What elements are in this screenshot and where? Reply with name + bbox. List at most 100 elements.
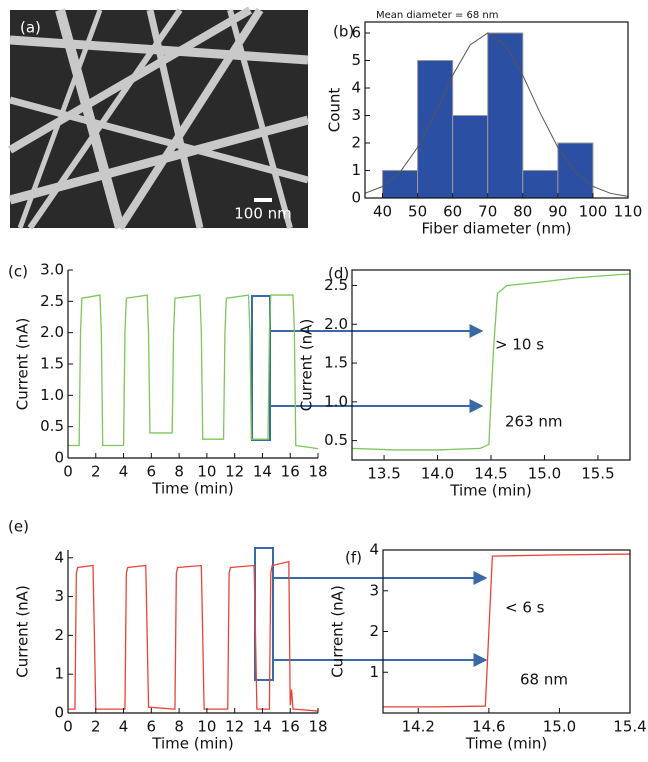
- x-tick-label: 0: [63, 718, 73, 736]
- panel-label: (f): [345, 549, 362, 567]
- x-tick-label: 12: [225, 718, 244, 736]
- y-tick-label: 2.0: [40, 323, 64, 341]
- bar: [557, 142, 594, 199]
- bar: [417, 60, 454, 199]
- y-tick-label: 1: [54, 665, 64, 683]
- y-tick-label: 2.5: [324, 276, 348, 294]
- y-tick-label: 0: [54, 704, 64, 722]
- x-tick-label: 18: [308, 718, 327, 736]
- y-tick-label: 4: [54, 548, 64, 566]
- plot-frame: [382, 549, 631, 714]
- x-tick-label: 15.5: [581, 465, 614, 483]
- y-tick-label: 2.0: [324, 315, 348, 333]
- line: [383, 553, 631, 708]
- x-tick-label: 2: [91, 463, 101, 481]
- y-axis-label: Current (nA): [298, 319, 316, 412]
- y-tick-label: 1.0: [324, 392, 348, 410]
- y-tick-label: 2: [351, 134, 361, 152]
- annotation: 263 nm: [505, 413, 563, 431]
- panel-label: (b): [333, 23, 354, 41]
- x-tick-label: 8: [174, 718, 184, 736]
- x-tick-label: 8: [174, 463, 184, 481]
- x-axis-label: Time (min): [151, 480, 233, 498]
- x-tick-label: 50: [408, 203, 427, 221]
- y-tick-label: 1: [351, 161, 361, 179]
- y-tick-label: 6: [351, 24, 361, 42]
- y-tick-label: 2.5: [40, 292, 64, 310]
- x-tick-label: 14.6: [472, 718, 505, 736]
- x-tick-label: 2: [91, 718, 101, 736]
- y-tick-label: 3: [351, 106, 361, 124]
- x-axis-label: Time (min): [449, 482, 531, 500]
- sem-image: (a) 100 nm: [7, 6, 310, 231]
- x-axis-label: Fiber diameter (nm): [422, 220, 572, 238]
- y-axis-label: Current (nA): [14, 318, 32, 411]
- y-tick-label: 0.5: [40, 417, 64, 435]
- x-tick-label: 18: [308, 463, 327, 481]
- x-tick-label: 14.2: [402, 718, 435, 736]
- x-tick-label: 13.5: [367, 465, 400, 483]
- panel-label: (d): [328, 265, 349, 283]
- fit-curve: [364, 32, 629, 197]
- x-tick-label: 10: [197, 718, 216, 736]
- y-tick-label: 3: [54, 587, 64, 605]
- y-tick-label: 4: [369, 541, 379, 559]
- x-axis-label: Time (min): [465, 735, 547, 753]
- line: [68, 294, 319, 450]
- y-axis-label: Current (nA): [329, 585, 347, 678]
- x-tick-label: 4: [119, 718, 129, 736]
- x-tick-label: 12: [225, 463, 244, 481]
- x-tick-label: 100: [579, 203, 608, 221]
- panel-label: (e): [8, 518, 29, 536]
- x-tick-label: 15.4: [613, 718, 646, 736]
- scale-bar-label: 100 nm: [234, 205, 292, 223]
- x-tick-label: 14: [253, 463, 272, 481]
- annotation: 68 nm: [520, 671, 568, 689]
- x-tick-label: 60: [443, 203, 462, 221]
- y-tick-label: 0.5: [324, 431, 348, 449]
- x-tick-label: 15.0: [543, 718, 576, 736]
- annotation: Mean diameter = 68 nm: [376, 10, 498, 21]
- x-tick-label: 6: [147, 718, 157, 736]
- y-tick-label: 1.5: [324, 354, 348, 372]
- x-tick-label: 40: [373, 203, 392, 221]
- x-tick-label: 0: [63, 463, 73, 481]
- bar: [522, 170, 559, 199]
- annotation: > 10 s: [495, 336, 544, 354]
- x-tick-label: 15.0: [528, 465, 561, 483]
- bar: [452, 115, 489, 199]
- x-tick-label: 90: [548, 203, 567, 221]
- y-tick-label: 5: [351, 51, 361, 69]
- x-tick-label: 6: [147, 463, 157, 481]
- line: [351, 273, 631, 451]
- x-tick-label: 14.0: [421, 465, 454, 483]
- x-tick-label: 70: [478, 203, 497, 221]
- y-tick-label: 3: [369, 581, 379, 599]
- panel-label: (a): [20, 19, 41, 37]
- x-tick-label: 14.5: [474, 465, 507, 483]
- y-tick-label: 0: [54, 449, 64, 467]
- y-tick-label: 2: [54, 626, 64, 644]
- x-tick-label: 110: [614, 203, 643, 221]
- x-tick-label: 16: [281, 463, 300, 481]
- annotation: < 6 s: [505, 599, 545, 617]
- bar: [487, 32, 524, 199]
- x-tick-label: 16: [281, 718, 300, 736]
- panel-label: (c): [8, 263, 28, 281]
- y-axis-label: Current (nA): [14, 585, 32, 678]
- y-tick-label: 1.0: [40, 386, 64, 404]
- x-tick-label: 80: [513, 203, 532, 221]
- y-tick-label: 2: [369, 622, 379, 640]
- y-tick-label: 1.5: [40, 355, 64, 373]
- plot-frame: [351, 269, 631, 461]
- plot-frame: [364, 21, 629, 199]
- x-tick-label: 14: [253, 718, 272, 736]
- bar: [382, 170, 419, 199]
- y-tick-label: 3.0: [40, 261, 64, 279]
- x-tick-label: 10: [197, 463, 216, 481]
- y-tick-label: 1: [369, 663, 379, 681]
- y-tick-label: 4: [351, 79, 361, 97]
- y-axis-label: Count: [326, 88, 344, 133]
- y-tick-label: 0: [351, 189, 361, 207]
